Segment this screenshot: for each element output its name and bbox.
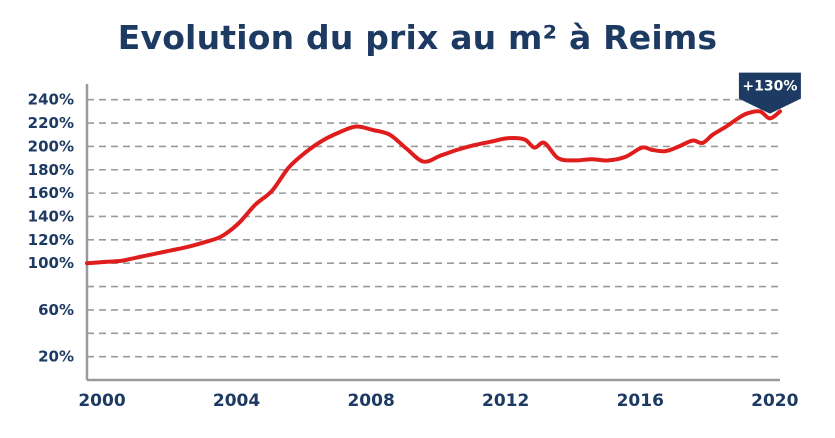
y-tick-labels: 20% 60% 100% 120% 140% 160% 180% 200% 220% 240% <box>28 91 74 366</box>
y-tick-label: 180% <box>28 161 74 179</box>
annotations: +130% <box>738 72 801 114</box>
y-tick-label: 220% <box>28 114 74 132</box>
y-tick-label: 100% <box>28 254 74 272</box>
annotation-badge: +130% <box>738 72 801 114</box>
x-tick-label: 2012 <box>482 391 529 411</box>
annotation-badge-shape <box>738 72 801 114</box>
x-tick-label: 2020 <box>751 391 798 411</box>
annotation-label: +130% <box>742 79 797 95</box>
y-tick-label: 120% <box>28 231 74 249</box>
y-tick-label: 160% <box>28 184 74 202</box>
chart-title: Evolution du prix au m² à Reims <box>117 18 718 57</box>
grid-lines <box>87 98 780 358</box>
x-tick-label: 2008 <box>347 391 394 411</box>
y-tick-label: 20% <box>38 348 74 366</box>
x-tick-label: 2004 <box>213 391 260 411</box>
x-tick-labels: 2000 2004 2008 2012 2016 2020 <box>78 391 798 411</box>
x-tick-label: 2000 <box>78 391 125 411</box>
y-tick-label: 200% <box>28 137 74 155</box>
y-tick-label: 60% <box>38 301 74 319</box>
x-tick-label: 2016 <box>617 391 664 411</box>
series <box>85 109 782 266</box>
y-tick-label: 140% <box>28 207 74 225</box>
series-line <box>85 109 782 266</box>
y-tick-label: 240% <box>28 91 74 109</box>
axes <box>85 84 780 382</box>
